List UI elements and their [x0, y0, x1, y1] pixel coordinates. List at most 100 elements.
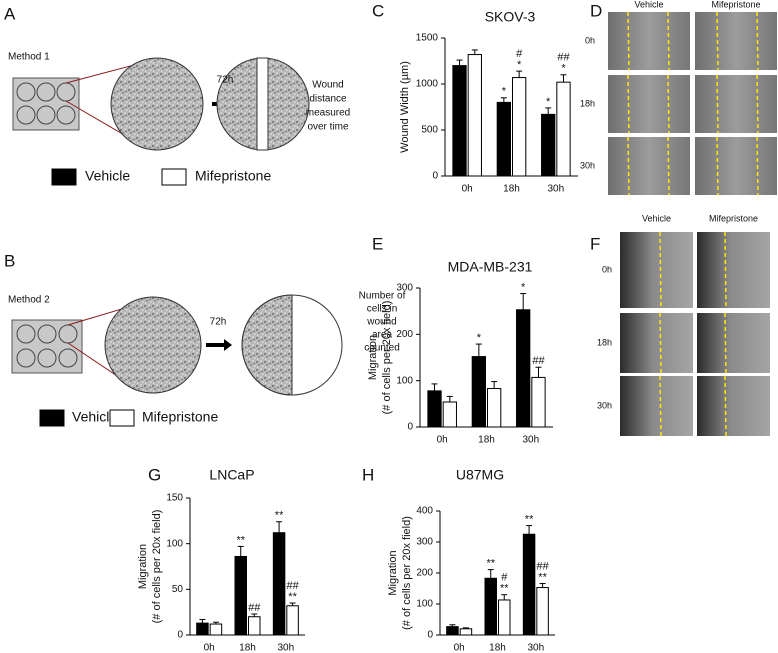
significance: * — [521, 281, 526, 293]
y-tick-label: 200 — [416, 568, 433, 579]
chart-title: SKOV-3 — [485, 9, 536, 25]
x-tick-label: 0h — [437, 435, 448, 446]
row-label: 18h — [597, 337, 612, 347]
bar — [487, 388, 502, 428]
diagram-a — [12, 57, 310, 151]
wound-edge — [716, 11, 719, 71]
significance: * — [517, 59, 522, 71]
panel-label: D — [590, 1, 602, 20]
panel-label: F — [590, 234, 600, 253]
bar — [471, 356, 487, 428]
significance: * — [561, 63, 566, 75]
bar — [496, 101, 512, 177]
y-tick-label: 300 — [416, 537, 433, 548]
significance: * — [502, 86, 507, 98]
row-label: 30h — [580, 160, 595, 170]
x-tick-label: 30h — [527, 643, 544, 653]
y-tick-label: 0 — [432, 171, 438, 182]
legend-label: Mifepristone — [142, 409, 218, 425]
bar — [248, 616, 261, 636]
panel-label: E — [372, 234, 383, 253]
wound-edge — [756, 74, 759, 134]
bar — [286, 605, 299, 636]
x-tick-label: 30h — [522, 435, 539, 446]
legend-swatch — [161, 168, 187, 186]
column-label: Vehicle — [642, 213, 671, 223]
micrograph — [620, 376, 693, 436]
legend-label: Mifepristone — [195, 168, 271, 184]
wound-edge — [659, 231, 662, 309]
y-tick-label: 0 — [177, 630, 183, 641]
x-tick-label: 18h — [489, 643, 506, 653]
legend-label: Vehicle — [72, 409, 117, 425]
x-tick-label: 18h — [239, 643, 256, 653]
legend-label: Vehicle — [85, 168, 130, 184]
y-tick-label: 200 — [396, 329, 413, 340]
bar — [541, 113, 556, 177]
micrograph — [608, 137, 690, 195]
column-label: Mifepristone — [711, 0, 760, 9]
x-tick-label: 30h — [547, 184, 564, 195]
bar — [442, 401, 457, 428]
bar — [452, 65, 467, 177]
significance: ## — [557, 52, 570, 64]
y-axis-label: Migration — [137, 544, 149, 589]
y-tick-label: 100 — [166, 538, 183, 549]
significance: ** — [538, 571, 547, 583]
wound-edge — [716, 136, 719, 196]
bar — [498, 599, 511, 636]
wound-edge — [659, 375, 662, 437]
method-label: Method 1 — [8, 52, 50, 63]
row-label: 0h — [602, 264, 612, 274]
significance: ** — [236, 534, 245, 546]
panel-label: B — [4, 251, 15, 270]
x-tick-label: 0h — [462, 184, 473, 195]
significance: # — [516, 48, 523, 60]
significance: ## — [536, 560, 549, 572]
significance: ** — [500, 583, 509, 595]
significance: ** — [275, 510, 284, 522]
wound-edge — [659, 312, 662, 374]
bar — [484, 577, 497, 636]
method-label: Method 2 — [8, 295, 50, 306]
x-tick-label: 18h — [503, 184, 520, 195]
y-tick-label: 1000 — [416, 79, 439, 90]
micrograph — [695, 137, 777, 195]
micrograph — [620, 232, 693, 308]
column-label: Vehicle — [634, 0, 663, 9]
micrograph — [695, 12, 777, 70]
bar — [467, 54, 482, 177]
y-tick-label: 150 — [166, 493, 183, 504]
bar — [512, 77, 527, 177]
wound-edge — [627, 11, 630, 71]
bar — [427, 390, 442, 428]
wound-edge — [667, 136, 670, 196]
wound-edge — [667, 11, 670, 71]
panel-label: H — [362, 465, 374, 484]
y-tick-label: 100 — [396, 375, 413, 386]
wound-edge — [724, 231, 727, 309]
x-tick-label: 0h — [454, 643, 465, 653]
wound-edge — [756, 11, 759, 71]
wound-edge — [724, 375, 727, 437]
bar — [272, 532, 286, 636]
panel-label: G — [148, 465, 161, 484]
micrograph — [697, 376, 770, 436]
wound-edge — [627, 74, 630, 134]
chart-title: LNCaP — [209, 467, 254, 483]
legend-swatch — [109, 409, 135, 427]
row-label: 30h — [597, 400, 612, 410]
significance: ** — [525, 513, 534, 525]
micrograph — [608, 12, 690, 70]
significance: ## — [286, 580, 299, 592]
micrograph — [608, 75, 690, 133]
chart-title: U87MG — [456, 467, 504, 483]
bar — [234, 555, 247, 636]
micrograph — [695, 75, 777, 133]
note-line: distance — [309, 94, 347, 105]
row-label: 18h — [580, 98, 595, 108]
y-tick-label: 500 — [421, 125, 438, 136]
significance: * — [546, 96, 551, 108]
note-line: measured — [306, 108, 350, 119]
